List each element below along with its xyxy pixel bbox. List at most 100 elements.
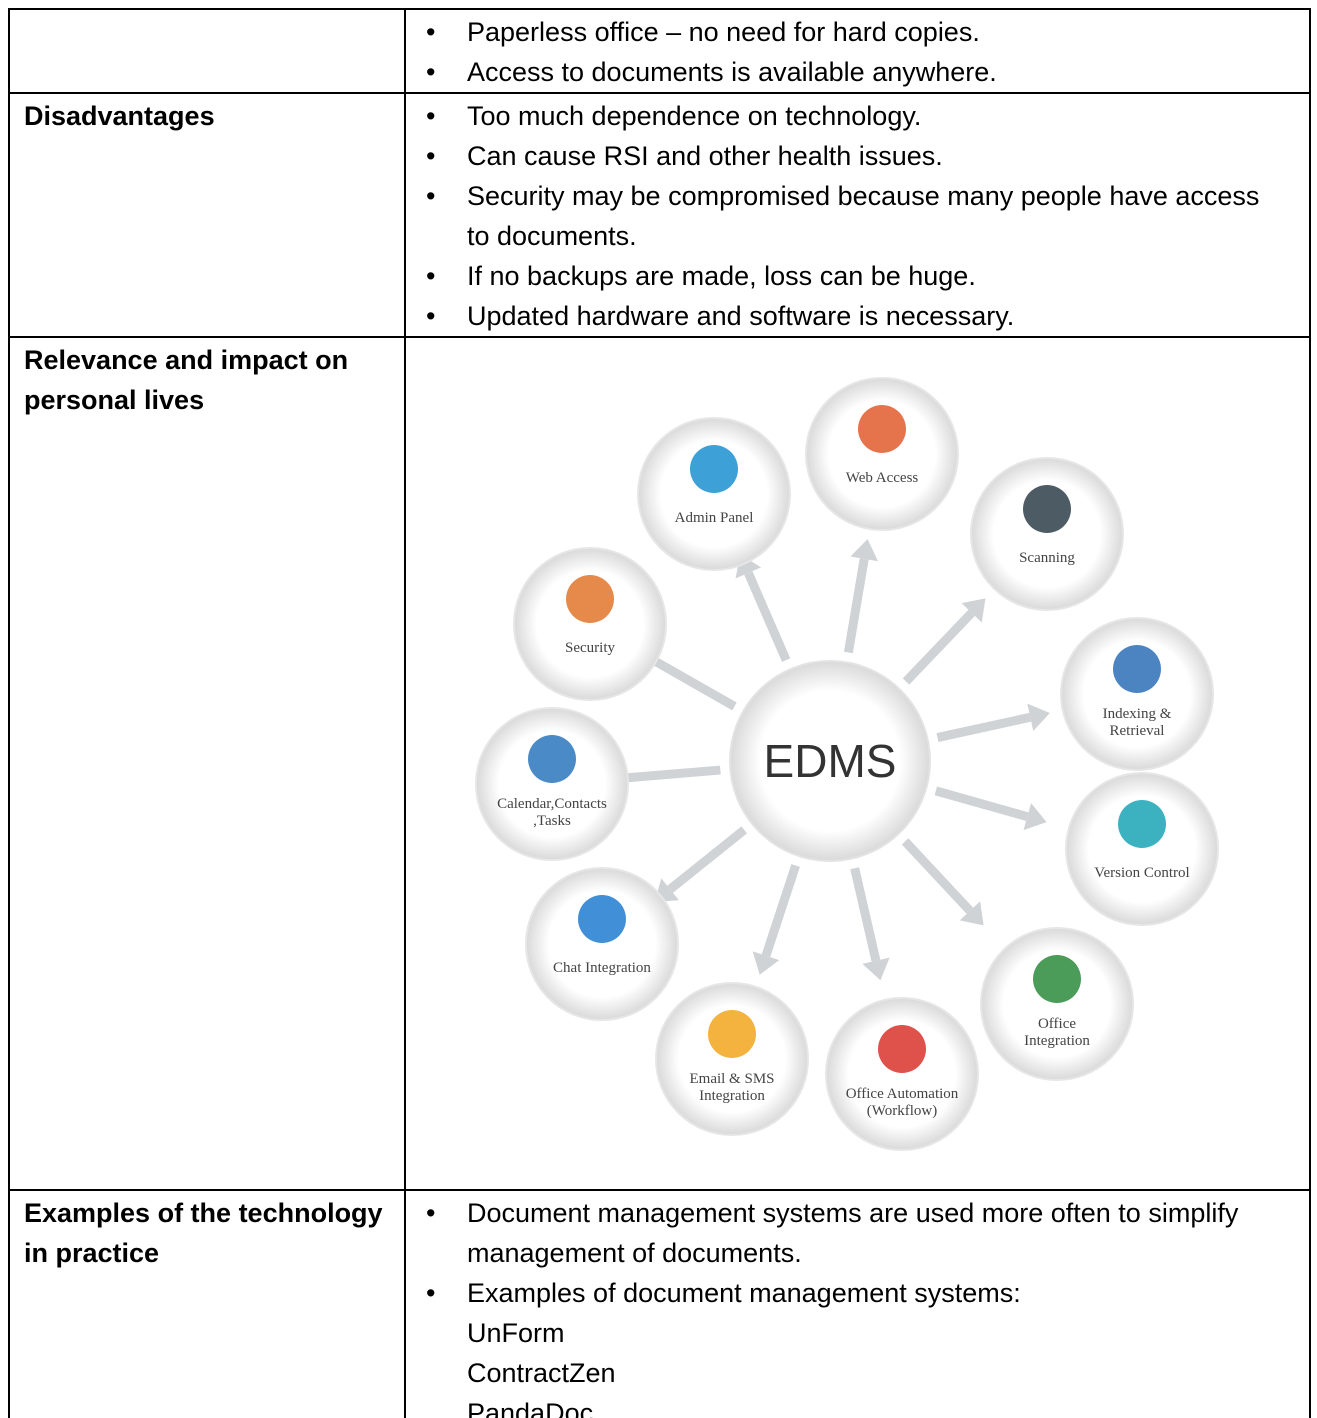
bullet-item: Access to documents is available anywher… xyxy=(406,52,1309,92)
arrow-head xyxy=(1023,803,1047,831)
arrow-shaft xyxy=(902,609,975,685)
node-icon xyxy=(1023,485,1071,533)
row-label: Examples of the technology in practice xyxy=(8,1189,406,1418)
arrow-shaft xyxy=(625,765,721,783)
node-icon xyxy=(858,405,906,453)
node-label: Chat Integration xyxy=(553,960,651,976)
arrow-shaft xyxy=(761,864,800,958)
table-row: Paperless office – no need for hard copi… xyxy=(8,8,1311,94)
arrow-head xyxy=(752,951,780,975)
arrow-shaft xyxy=(667,826,748,893)
node-circle xyxy=(980,927,1134,1081)
arrow-head xyxy=(961,598,986,623)
bullet-list: Document management systems are used mor… xyxy=(406,1193,1309,1418)
bullet-item: Security may be compromised because many… xyxy=(406,176,1309,256)
label-text: Disadvantages xyxy=(24,101,215,131)
node-circle xyxy=(805,377,959,531)
node-icon xyxy=(1118,800,1166,848)
node-circle xyxy=(475,707,629,861)
bullet-text: Paperless office – no need for hard copi… xyxy=(467,17,980,47)
table-row: Disadvantages Too much dependence on tech… xyxy=(8,92,1311,338)
node-circle xyxy=(513,547,667,701)
row-content: Too much dependence on technology. Can ca… xyxy=(404,92,1311,338)
arrow-head xyxy=(1027,703,1050,731)
row-content: Paperless office – no need for hard copi… xyxy=(404,8,1311,94)
bullet-text: Too much dependence on technology. xyxy=(467,101,922,131)
node-circle xyxy=(825,997,979,1151)
bullet-text: Updated hardware and software is necessa… xyxy=(467,301,1015,331)
bullet-text: Access to documents is available anywher… xyxy=(467,57,997,87)
node-circle xyxy=(1065,772,1219,926)
example-name: UnForm xyxy=(467,1318,565,1348)
bullet-item: Too much dependence on technology. xyxy=(406,96,1309,136)
node-icon xyxy=(690,445,738,493)
bullet-item: Paperless office – no need for hard copi… xyxy=(406,12,1309,52)
center-label: EDMS xyxy=(764,735,897,787)
arrow-shaft xyxy=(649,655,737,711)
node-icon xyxy=(578,895,626,943)
label-text: Relevance and impact on personal lives xyxy=(24,345,349,415)
bullet-item: If no backups are made, loss can be huge… xyxy=(406,256,1309,296)
node-label: Web Access xyxy=(846,470,919,486)
bullet-text: Examples of document management systems: xyxy=(467,1278,1021,1308)
node-label: Office xyxy=(1038,1016,1076,1032)
arrow-head xyxy=(850,539,879,562)
node-icon xyxy=(566,575,614,623)
node-icon xyxy=(1113,645,1161,693)
node-label: Calendar,Contacts xyxy=(497,796,607,812)
node-circle xyxy=(637,417,791,571)
node-icon xyxy=(528,735,576,783)
node-label: Version Control xyxy=(1094,865,1189,881)
row-label xyxy=(8,8,406,94)
node-circle xyxy=(655,982,809,1136)
arrow-shaft xyxy=(936,712,1032,742)
node-label: Admin Panel xyxy=(675,510,754,526)
arrow-shaft xyxy=(744,571,791,662)
info-table: Paperless office – no need for hard copi… xyxy=(8,8,1311,1418)
node-circle xyxy=(525,867,679,1021)
row-label: Disadvantages xyxy=(8,92,406,338)
arrow-shaft xyxy=(901,838,974,914)
example-name: PandaDoc xyxy=(467,1398,594,1418)
edms-diagram: EDMS Web Access Scanning Indexing &Retrieva… xyxy=(475,377,1219,1151)
arrow-shaft xyxy=(843,558,869,654)
node-circle xyxy=(1060,617,1214,771)
node-label: Integration xyxy=(699,1088,765,1104)
table-row: Relevance and impact on personal lives ED… xyxy=(8,336,1311,1191)
node-label: Retrieval xyxy=(1110,723,1165,739)
bullet-list: Paperless office – no need for hard copi… xyxy=(406,12,1309,92)
bullet-text: If no backups are made, loss can be huge… xyxy=(467,261,976,291)
bullet-item: Document management systems are used mor… xyxy=(406,1193,1309,1273)
node-label: Security xyxy=(565,640,615,656)
node-label: ,Tasks xyxy=(533,813,571,829)
bullet-item: Can cause RSI and other health issues. xyxy=(406,136,1309,176)
node-label: Indexing & xyxy=(1103,706,1172,722)
node-icon xyxy=(1033,955,1081,1003)
label-text: Examples of the technology in practice xyxy=(24,1198,383,1268)
row-content: Document management systems are used mor… xyxy=(404,1189,1311,1418)
node-label: (Workflow) xyxy=(867,1103,937,1119)
bullet-text: Security may be compromised because many… xyxy=(467,181,1260,251)
center-circle xyxy=(729,660,931,862)
bullet-item: Updated hardware and software is necessa… xyxy=(406,296,1309,336)
bullet-list: Too much dependence on technology. Can ca… xyxy=(406,96,1309,336)
arrow-head xyxy=(862,957,890,981)
bullet-item: Examples of document management systems:… xyxy=(406,1273,1309,1418)
node-label: Email & SMS xyxy=(689,1071,774,1087)
node-label: Office Automation xyxy=(846,1086,959,1102)
arrow-shaft xyxy=(934,786,1029,821)
row-content: EDMS Web Access Scanning Indexing & Retrieva… xyxy=(404,336,1311,1191)
node-icon xyxy=(878,1025,926,1073)
row-label: Relevance and impact on personal lives xyxy=(8,336,406,1191)
arrow-shaft xyxy=(850,867,881,962)
node-label: Integration xyxy=(1024,1033,1090,1049)
example-name: ContractZen xyxy=(467,1358,616,1388)
bullet-text: Can cause RSI and other health issues. xyxy=(467,141,943,171)
node-icon xyxy=(708,1010,756,1058)
diagram-wrap: EDMS Web Access Scanning Indexing & Retrieva… xyxy=(406,340,1309,1189)
bullet-text: Document management systems are used mor… xyxy=(467,1198,1239,1268)
table-row: Examples of the technology in practice Do… xyxy=(8,1189,1311,1418)
node-circle xyxy=(970,457,1124,611)
node-label: Scanning xyxy=(1019,550,1075,566)
